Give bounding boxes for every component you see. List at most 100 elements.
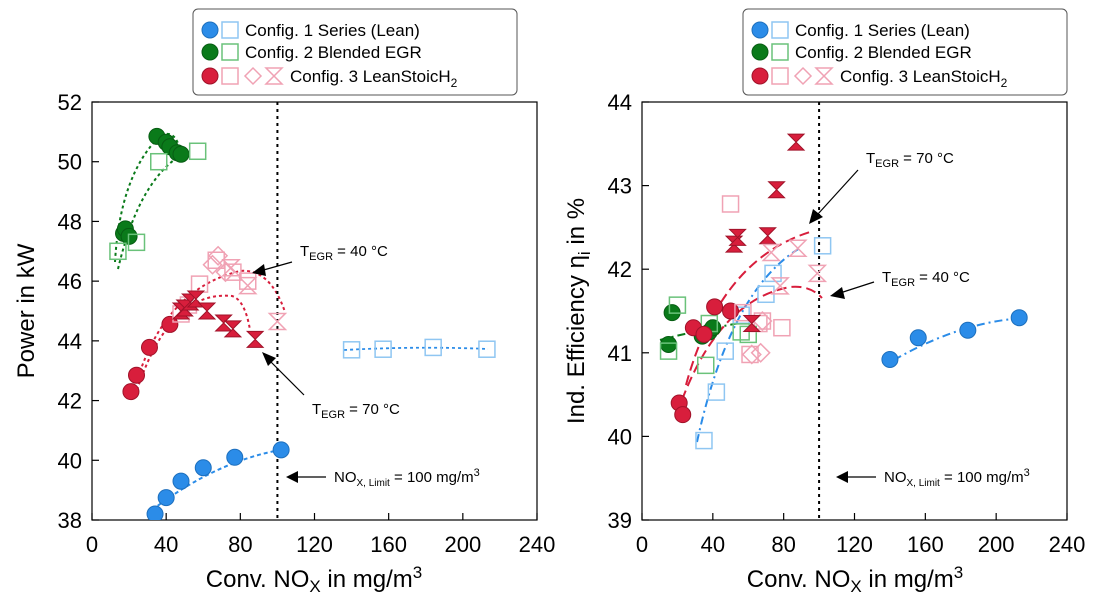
data-points xyxy=(109,127,496,520)
data-point-hourglass_open xyxy=(237,276,258,295)
data-point-square xyxy=(707,383,726,401)
y-tick-label: 42 xyxy=(608,257,632,282)
data-point-hourglass xyxy=(245,330,265,348)
data-point-circle xyxy=(140,338,158,356)
data-point-diamond xyxy=(202,254,223,275)
data-point-square xyxy=(239,272,257,290)
x-axis-label: Conv. NOX in mg/m3 xyxy=(206,563,422,596)
x-tick-label: 160 xyxy=(907,532,944,557)
y-tick-label: 43 xyxy=(608,174,632,199)
data-point-square xyxy=(764,264,782,283)
y-tick-label: 50 xyxy=(58,150,82,175)
data-point-circle xyxy=(172,472,190,490)
data-point-square xyxy=(773,318,791,337)
data-point-circle xyxy=(660,335,678,353)
data-point-circle xyxy=(161,315,179,333)
y-tick-label: 40 xyxy=(608,424,632,449)
data-points xyxy=(659,133,1028,450)
y-tick-label: 44 xyxy=(58,329,82,354)
legend-label-config3: Config. 3 LeanStoicH2 xyxy=(290,67,458,90)
data-point-square xyxy=(734,303,752,322)
y-tick-label: 41 xyxy=(608,341,632,366)
data-point-square xyxy=(478,340,496,358)
data-point-hourglass xyxy=(197,302,217,320)
y-tick-label: 38 xyxy=(58,508,82,533)
data-point-hourglass xyxy=(728,228,747,246)
data-point-circle xyxy=(959,321,977,339)
legend: Config. 1 Series (Lean) Config. 2 Blende… xyxy=(192,8,518,96)
annotation-tegr-40-text: TEGR = 40 °C xyxy=(882,269,970,289)
data-point-hourglass_open xyxy=(807,264,828,283)
legend-label-config2: Config. 2 Blended EGR xyxy=(245,43,422,62)
data-point-diamond xyxy=(741,344,762,365)
legend-entry-config2: Config. 2 Blended EGR xyxy=(751,43,972,62)
legend-label-config1: Config. 1 Series (Lean) xyxy=(245,21,420,40)
data-point-hourglass xyxy=(767,181,786,199)
data-point-square xyxy=(127,233,146,252)
annotation-tegr-40-text: TEGR = 40 °C xyxy=(300,243,388,263)
x-tick-label: 240 xyxy=(1049,532,1086,557)
trend-curve-series1-squares xyxy=(343,346,489,351)
data-point-hourglass xyxy=(223,320,243,338)
data-point-circle xyxy=(706,298,724,316)
axes: 0 40 80 120 160 200 240 38 40 42 44 46 48 50 52 xyxy=(58,90,556,557)
data-point-circle xyxy=(157,489,175,507)
annotation-tegr-40: TEGR = 40 °C xyxy=(830,269,970,299)
annotation-tegr-70: TEGR = 70 °C xyxy=(809,150,954,224)
data-point-square xyxy=(695,431,713,450)
data-point-hourglass_open xyxy=(267,312,288,331)
legend-label-config2: Config. 2 Blended EGR xyxy=(795,43,972,62)
data-point-square xyxy=(190,275,209,293)
legend-label-config3: Config. 3 LeanStoicH2 xyxy=(840,67,1008,90)
axes: 0 40 80 120 160 200 240 39 40 41 42 43 44 xyxy=(608,90,1086,557)
legend-entry-config1: Config. 1 Series (Lean) xyxy=(751,21,970,40)
data-point-circle xyxy=(695,325,713,343)
x-axis-label: Conv. NOX in mg/m3 xyxy=(747,563,963,596)
data-point-square xyxy=(224,263,242,281)
annotation-tegr-70: TEGR = 70 °C xyxy=(262,352,400,421)
y-tick-label: 48 xyxy=(58,209,82,234)
data-point-square xyxy=(374,340,392,358)
legend-entry-config3: Config. 3 LeanStoicH2 xyxy=(201,66,458,90)
x-tick-label: 200 xyxy=(978,532,1015,557)
legend-frame xyxy=(742,8,1068,96)
data-point-square xyxy=(716,342,734,360)
data-point-square xyxy=(721,195,740,213)
data-point-diamond xyxy=(208,245,229,266)
data-point-hourglass_open xyxy=(788,239,808,258)
x-tick-label: 0 xyxy=(86,532,98,557)
y-tick-label: 46 xyxy=(58,269,82,294)
trend-curve-series3-70c xyxy=(136,294,251,391)
trend-curve-series1-squares xyxy=(696,247,801,443)
y-axis-label: Power in kW xyxy=(13,243,40,378)
data-point-circle xyxy=(146,505,164,520)
x-tick-label: 80 xyxy=(228,532,252,557)
chart-power: 0 40 80 120 160 200 240 38 40 42 44 46 48 50 52 TEGR =… xyxy=(13,8,556,596)
annotation-nox-limit-text: NOX, Limit = 100 mg/m3 xyxy=(884,467,1030,489)
x-tick-label: 160 xyxy=(370,532,407,557)
data-point-hourglass_open xyxy=(761,243,782,262)
y-tick-label: 52 xyxy=(58,90,82,115)
data-point-circle xyxy=(128,366,145,384)
data-point-square xyxy=(188,142,207,161)
data-point-circle xyxy=(674,406,692,424)
legend-entry-config2: Config. 2 Blended EGR xyxy=(201,43,422,62)
annotation-tegr-40: TEGR = 40 °C xyxy=(252,243,388,276)
legend-entry-config3: Config. 3 LeanStoicH2 xyxy=(751,66,1008,90)
y-tick-label: 39 xyxy=(608,508,632,533)
data-point-hourglass xyxy=(214,314,233,332)
chart-efficiency: 0 40 80 120 160 200 240 39 40 41 42 43 44 TEGR = 70 … xyxy=(563,8,1086,596)
x-tick-label: 0 xyxy=(636,532,648,557)
annotation-nox-limit: NOX, Limit = 100 mg/m3 xyxy=(286,467,480,489)
annotation-tegr-70-text: TEGR = 70 °C xyxy=(312,401,400,421)
data-point-circle xyxy=(909,329,927,347)
data-point-circle xyxy=(272,441,290,459)
data-point-square xyxy=(424,338,442,357)
y-tick-label: 40 xyxy=(58,448,82,473)
data-point-square xyxy=(813,237,832,255)
data-point-circle xyxy=(1010,309,1028,327)
x-tick-label: 40 xyxy=(701,532,725,557)
data-point-hourglass_open xyxy=(770,277,790,295)
data-point-square xyxy=(342,341,361,359)
